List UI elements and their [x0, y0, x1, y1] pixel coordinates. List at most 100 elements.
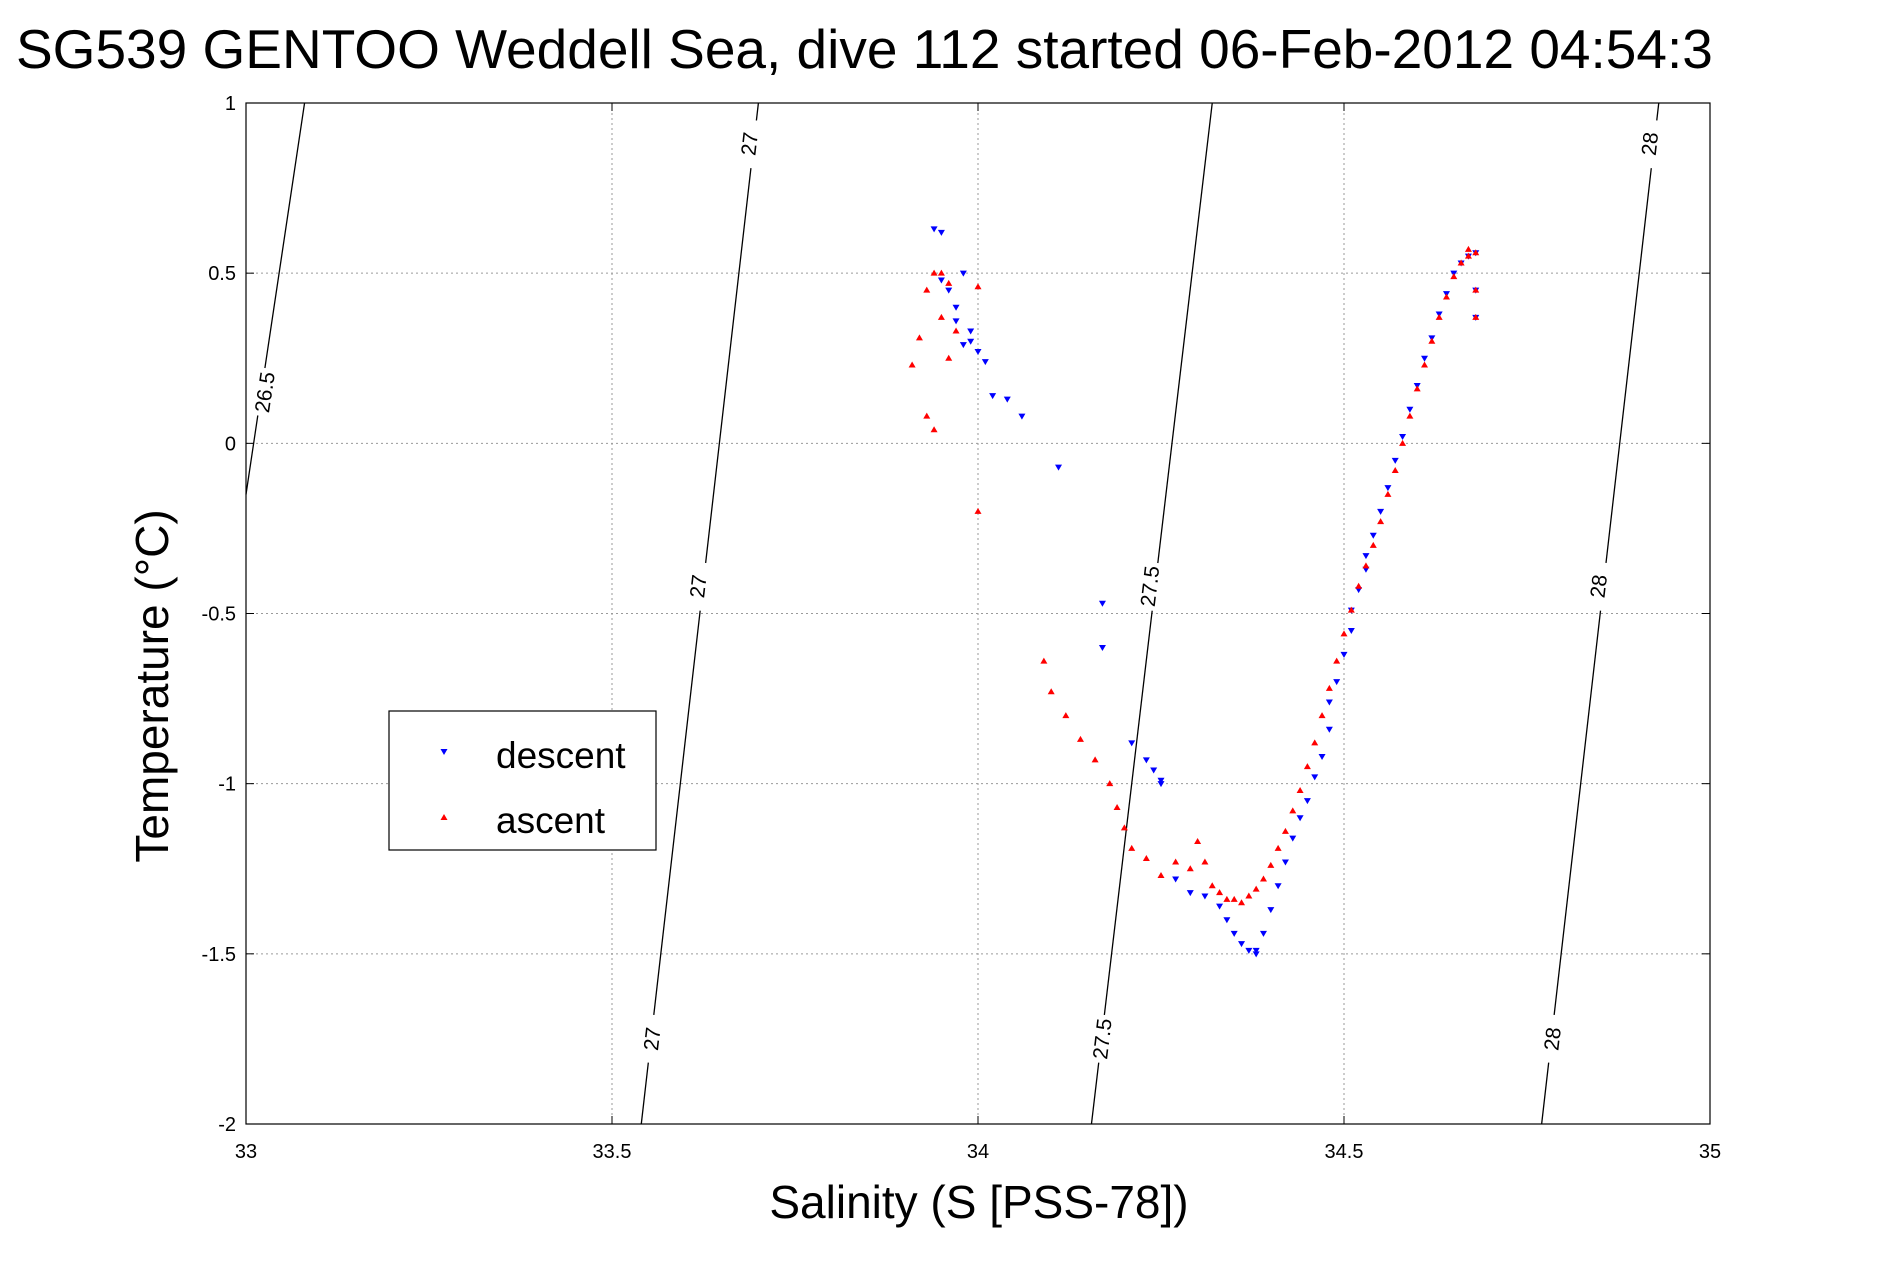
y-tick-label: 0.5: [208, 263, 236, 285]
ascent-point: [1421, 361, 1429, 368]
x-axis-title: Salinity (S [PSS-78]): [769, 1176, 1188, 1228]
contour-label-background: [733, 118, 766, 170]
contour-label: 28: [1540, 1026, 1566, 1052]
ascent-point: [1435, 313, 1443, 320]
ascent-point: [1450, 273, 1458, 280]
ascent-point: [1472, 249, 1480, 256]
legend-descent-label: descent: [496, 735, 626, 776]
ascent-point: [1281, 827, 1289, 834]
ascent-point: [908, 361, 916, 368]
ascent-point: [915, 334, 923, 341]
descent-point: [959, 342, 967, 349]
ascent-point: [1333, 657, 1341, 664]
descent-point: [952, 318, 960, 325]
contour-label: 28: [1638, 131, 1664, 157]
y-tick-label: -0.5: [202, 604, 236, 626]
descent-point: [1142, 757, 1150, 764]
ascent-point: [1472, 313, 1480, 320]
descent-point: [937, 229, 945, 236]
ascent-point: [1464, 245, 1472, 252]
x-tick-label: 34.5: [1325, 1141, 1364, 1163]
ascent-point: [1259, 875, 1267, 882]
descent-point: [1003, 396, 1011, 403]
descent-point: [1340, 651, 1348, 658]
ascent-point: [1120, 824, 1128, 831]
ascent-point: [1347, 606, 1355, 613]
ascent-point: [1040, 657, 1048, 664]
ascent-point: [945, 354, 953, 361]
descent-point: [1406, 406, 1414, 413]
ascent-point: [1303, 763, 1311, 770]
descent-point: [1098, 645, 1106, 652]
ascent-point: [1076, 735, 1084, 742]
ascent-point: [1142, 855, 1150, 862]
descent-point: [967, 328, 975, 335]
ascent-point: [1208, 882, 1216, 889]
descent-point: [989, 393, 997, 400]
ascent-point: [1267, 861, 1275, 868]
ascent-point: [1464, 252, 1472, 259]
ascent-point: [1252, 885, 1260, 892]
ascent-point: [1091, 756, 1099, 763]
contour-label: 27: [737, 131, 763, 157]
contour-line: [1540, 102, 1660, 1125]
ascent-point: [1318, 712, 1326, 719]
ascent-point: [1230, 895, 1238, 902]
descent-point: [959, 270, 967, 277]
ascent-point: [945, 279, 953, 286]
ascent-point: [1289, 807, 1297, 814]
ascent-point: [1194, 838, 1202, 845]
legend-ascent-label: ascent: [496, 800, 606, 841]
ascent-point: [1362, 562, 1370, 569]
y-tick-label: -1: [218, 774, 236, 796]
ascent-point: [1157, 872, 1165, 879]
ascent-point: [930, 426, 938, 433]
ascent-point: [1369, 541, 1377, 548]
ascent-point: [1047, 688, 1055, 695]
descent-point: [967, 338, 975, 345]
ascent-point: [937, 269, 945, 276]
descent-point: [1259, 930, 1267, 937]
ascent-point: [923, 412, 931, 419]
ascent-point: [1223, 895, 1231, 902]
legend-ascent-marker: [440, 814, 448, 820]
descent-point: [952, 304, 960, 311]
descent-point: [1369, 532, 1377, 539]
y-tick-label: -2: [218, 1114, 236, 1136]
ascent-point: [1216, 889, 1224, 896]
ascent-point: [1413, 385, 1421, 392]
x-tick-label: 33.5: [593, 1141, 632, 1163]
descent-point: [1230, 930, 1238, 937]
ascent-point: [1325, 684, 1333, 691]
descent-point: [1289, 835, 1297, 842]
descent-point: [1296, 815, 1304, 822]
ascent-point: [1238, 899, 1246, 906]
ascent-point: [1245, 892, 1253, 899]
descent-point: [1267, 907, 1275, 914]
descent-point: [930, 226, 938, 233]
descent-point: [1399, 434, 1407, 441]
descent-point: [1172, 876, 1180, 883]
descent-point: [1347, 628, 1355, 635]
ascent-point: [1186, 865, 1194, 872]
descent-point: [1252, 947, 1260, 954]
contour-label: 27.5: [1137, 565, 1165, 608]
contour-label: 28: [1586, 573, 1612, 599]
contour-label-background: [636, 1013, 668, 1065]
ascent-point: [1296, 786, 1304, 793]
y-tick-label: -1.5: [202, 944, 236, 966]
grid: [246, 103, 1710, 1124]
descent-point: [1128, 740, 1136, 747]
ascent-point: [923, 286, 931, 293]
descent-point: [1252, 951, 1260, 958]
ascent-point: [1472, 286, 1480, 293]
contour-label-background: [1583, 560, 1615, 612]
ascent-point: [1172, 858, 1180, 865]
ascent-point: [1399, 439, 1407, 446]
contour-label-background: [682, 560, 715, 612]
descent-point: [1157, 777, 1165, 784]
contour-label: 27: [686, 573, 712, 599]
descent-point: [1325, 699, 1333, 706]
